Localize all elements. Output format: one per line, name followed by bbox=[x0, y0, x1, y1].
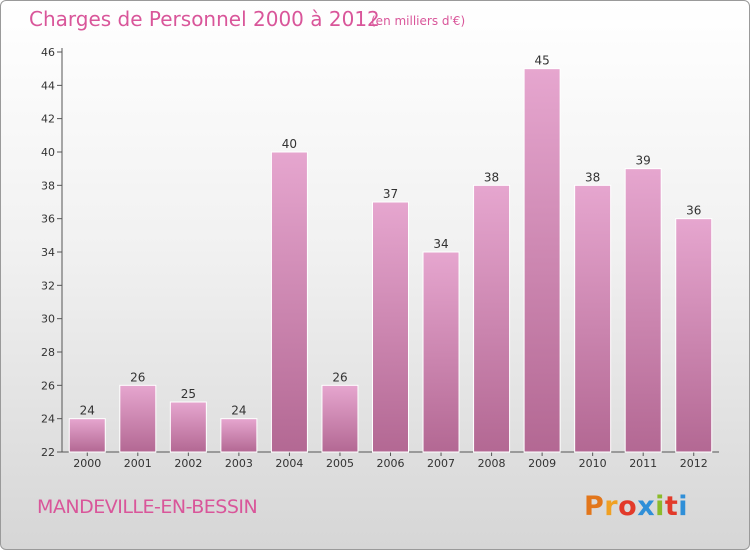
data-label: 45 bbox=[534, 54, 549, 68]
data-label: 39 bbox=[636, 154, 651, 168]
logo-letter: o bbox=[618, 491, 638, 522]
data-label: 37 bbox=[383, 187, 398, 201]
bar bbox=[270, 151, 308, 453]
y-tick-label: 34 bbox=[41, 246, 55, 259]
x-tick-label: 2012 bbox=[680, 457, 708, 470]
bars bbox=[68, 68, 713, 453]
data-label: 38 bbox=[585, 170, 600, 184]
bar bbox=[675, 218, 713, 453]
y-tick-label: 42 bbox=[41, 113, 55, 126]
data-label: 36 bbox=[686, 204, 701, 218]
x-tick-label: 2002 bbox=[174, 457, 202, 470]
x-tick-label: 2003 bbox=[225, 457, 253, 470]
bar bbox=[169, 401, 207, 453]
bar bbox=[473, 184, 511, 453]
bar bbox=[119, 384, 157, 453]
data-labels: 24 26 25 24 40 26 37 34 38 45 38 39 36 bbox=[80, 54, 702, 418]
x-tick-label: 2000 bbox=[73, 457, 101, 470]
logo-letter: i bbox=[678, 491, 689, 522]
y-tick-label: 46 bbox=[41, 46, 55, 59]
y-tick-label: 22 bbox=[41, 446, 55, 459]
bar bbox=[68, 418, 106, 453]
data-label: 38 bbox=[484, 170, 499, 184]
y-tick-label: 26 bbox=[41, 379, 55, 392]
y-tick-label: 44 bbox=[41, 79, 55, 92]
x-tick-label: 2007 bbox=[427, 457, 455, 470]
x-tick-label: 2011 bbox=[629, 457, 657, 470]
bar bbox=[372, 201, 409, 453]
axes: 22 24 26 28 30 32 34 36 38 40 42 44 46 2000 2001 2002 20… bbox=[41, 46, 719, 470]
x-tick-label: 2001 bbox=[124, 457, 152, 470]
bar bbox=[422, 251, 460, 453]
data-label: 24 bbox=[80, 404, 95, 418]
commune-name: MANDEVILLE-EN-BESSIN bbox=[37, 496, 258, 518]
data-label: 26 bbox=[332, 370, 347, 384]
x-tick-label: 2006 bbox=[377, 457, 405, 470]
y-tick-label: 40 bbox=[41, 146, 55, 159]
data-label: 25 bbox=[181, 387, 196, 401]
y-tick-label: 38 bbox=[41, 179, 55, 192]
y-tick-label: 32 bbox=[41, 279, 55, 292]
chart-title: Charges de Personnel 2000 à 2012 bbox=[29, 7, 380, 31]
logo-letter: t bbox=[664, 491, 679, 522]
y-tick-label: 24 bbox=[41, 413, 55, 426]
chart-subtitle: (en milliers d'€) bbox=[371, 14, 466, 28]
x-tick-label: 2010 bbox=[579, 457, 607, 470]
bar bbox=[321, 384, 359, 453]
bar bbox=[220, 418, 258, 453]
data-label: 40 bbox=[282, 137, 297, 151]
bar bbox=[624, 168, 662, 453]
x-tick-label: 2005 bbox=[326, 457, 354, 470]
bar bbox=[523, 68, 561, 453]
y-tick-label: 28 bbox=[41, 346, 55, 359]
y-tick-label: 30 bbox=[41, 313, 55, 326]
bar bbox=[574, 184, 612, 453]
data-label: 24 bbox=[231, 404, 246, 418]
data-label: 34 bbox=[433, 237, 448, 251]
logo-letter: P bbox=[584, 491, 605, 522]
logo-letter: r bbox=[604, 491, 619, 522]
x-tick-label: 2008 bbox=[478, 457, 506, 470]
y-tick-label: 36 bbox=[41, 213, 55, 226]
proxiti-logo[interactable]: Proxiti bbox=[584, 491, 688, 522]
data-label: 26 bbox=[130, 370, 145, 384]
logo-letter: i bbox=[655, 491, 665, 522]
x-tick-label: 2004 bbox=[275, 457, 303, 470]
logo-letter: x bbox=[637, 491, 656, 522]
x-tick-label: 2009 bbox=[528, 457, 556, 470]
